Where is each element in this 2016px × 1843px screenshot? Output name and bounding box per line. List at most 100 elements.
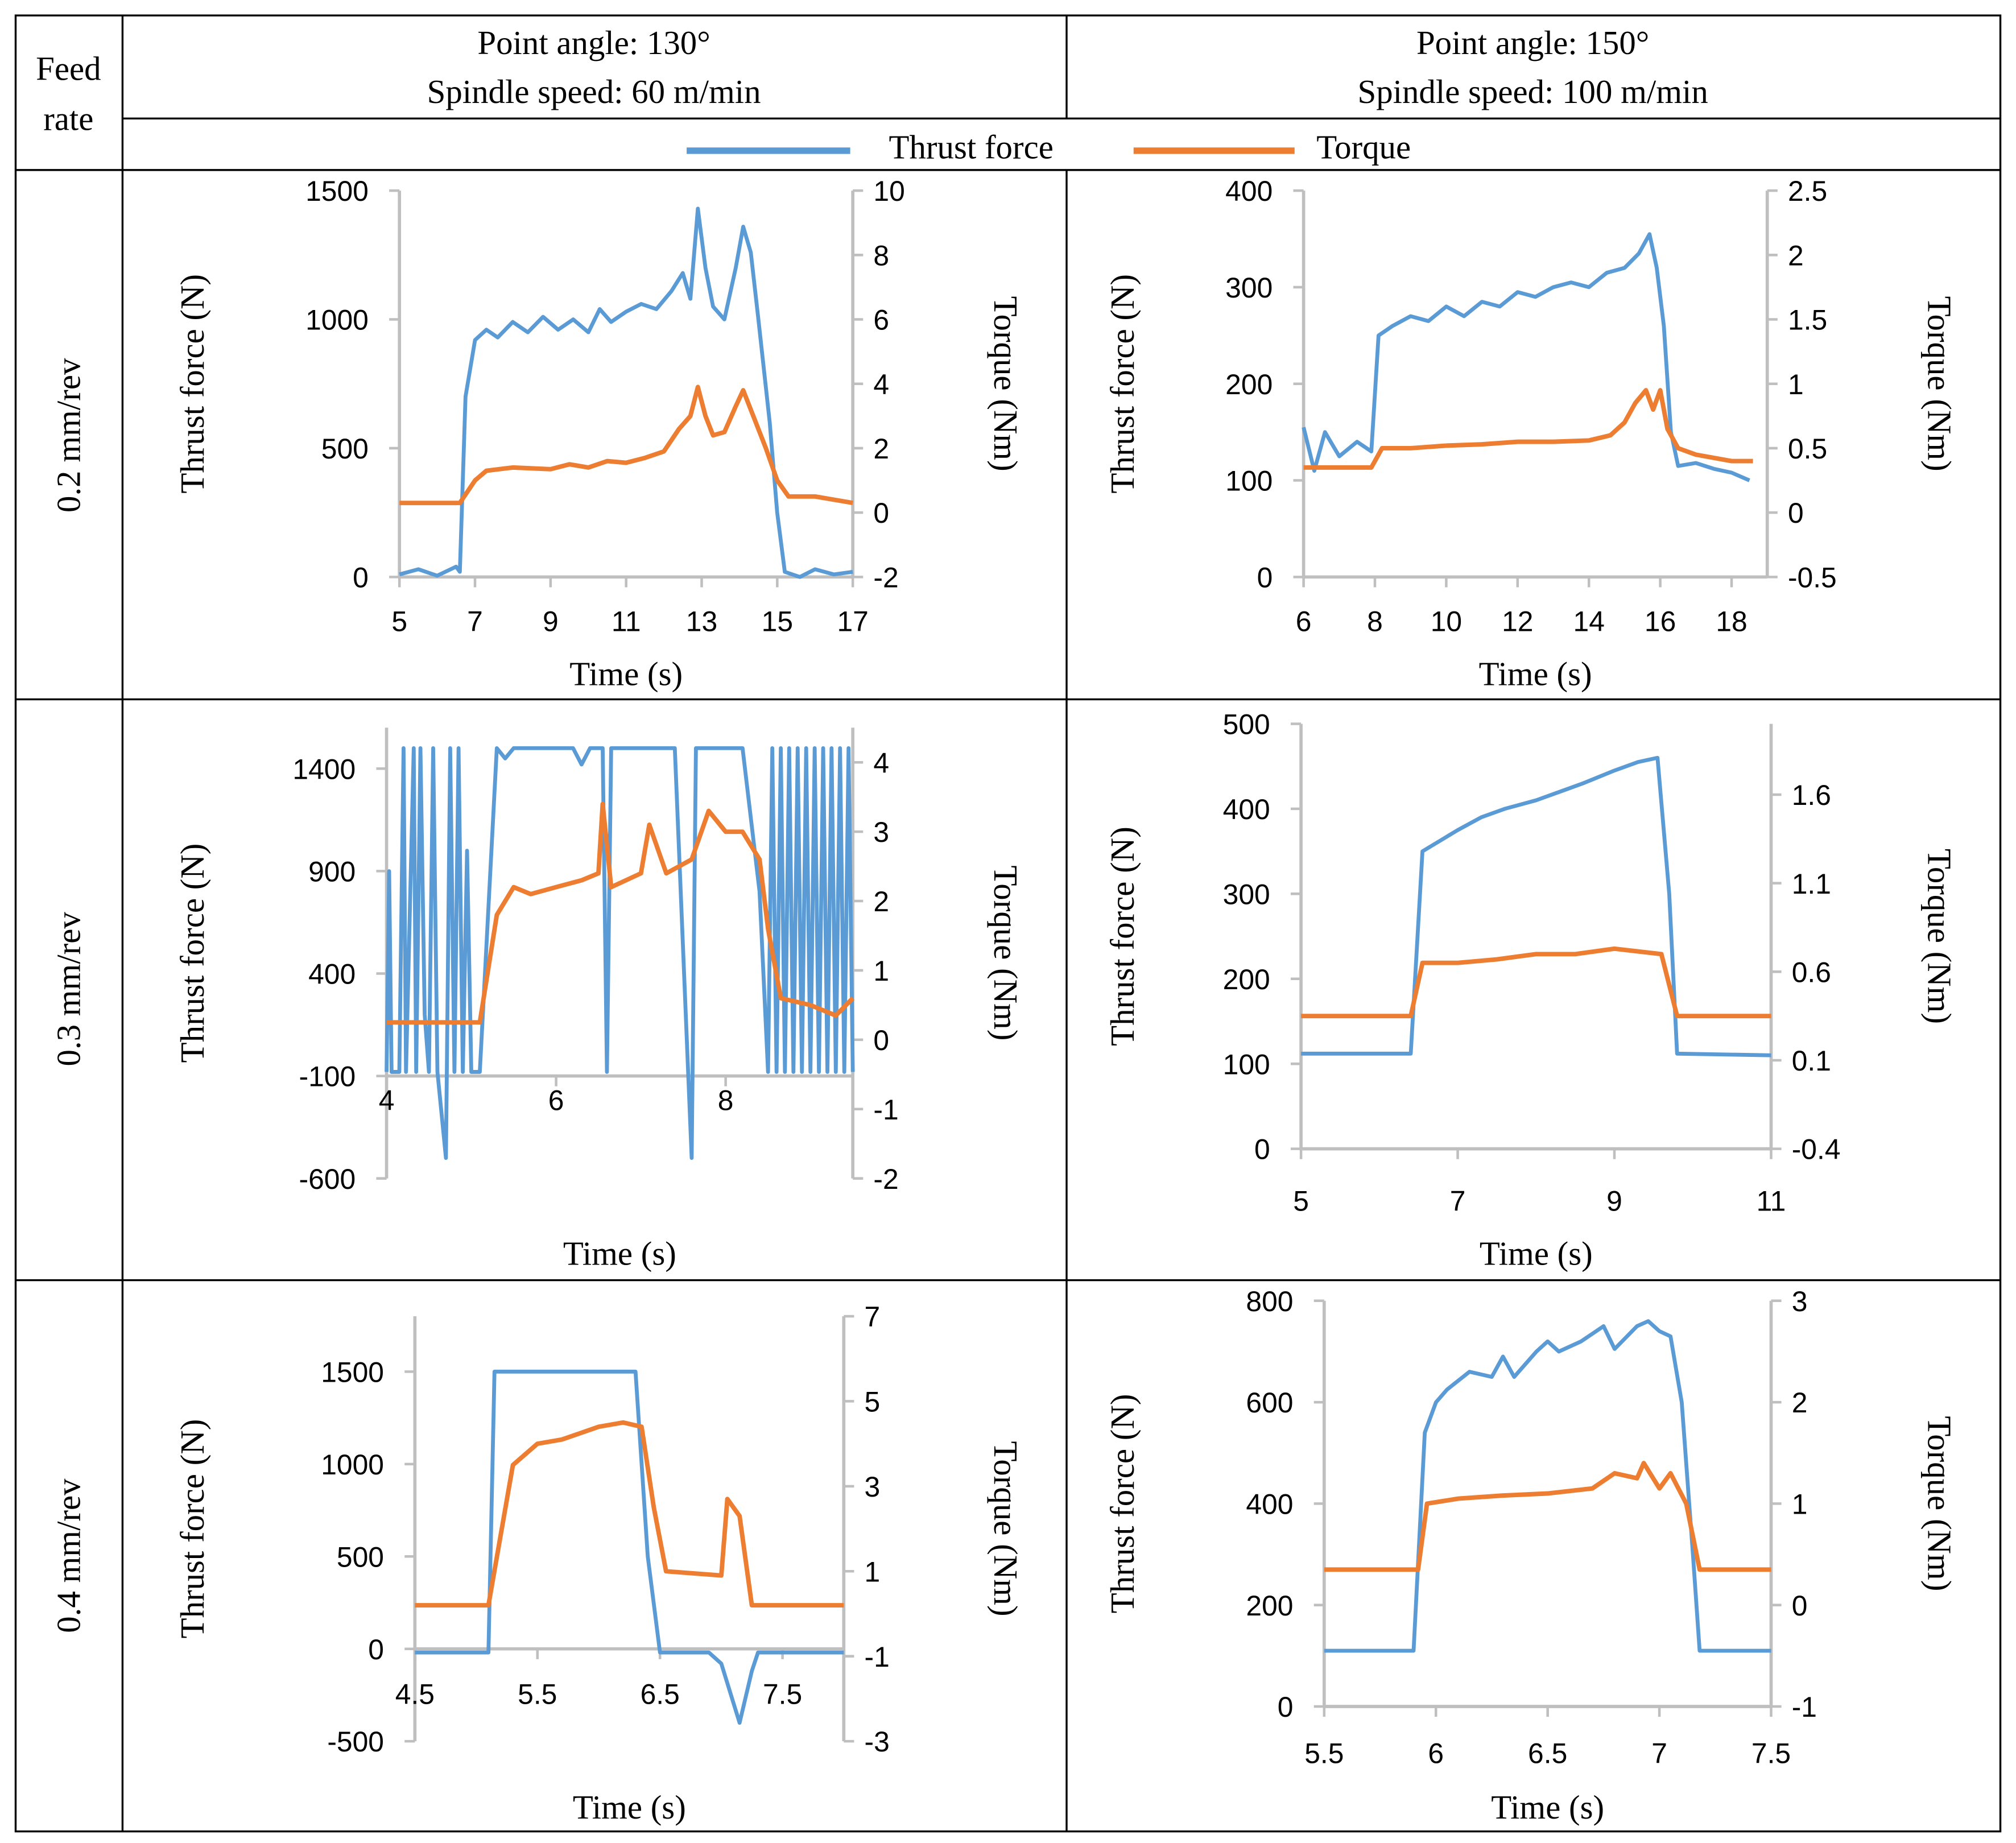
- torque-series-line: [1301, 946, 1771, 1019]
- column-header-150-speed: Spindle speed: 100 m/min: [1357, 73, 1708, 110]
- y-tick-label: 100: [1223, 1048, 1270, 1080]
- legend-thrust-label: Thrust force: [889, 129, 1054, 166]
- y2-tick-label: -1: [1792, 1691, 1817, 1723]
- x-tick-label: 8: [1367, 605, 1383, 637]
- y-tick-label: -500: [327, 1726, 384, 1758]
- thrust-series-line: [385, 746, 855, 1160]
- y-tick-label: 1400: [292, 753, 356, 785]
- y2-axis-title: Torque (Nm): [1921, 296, 1958, 472]
- y-tick-label: 500: [1223, 709, 1270, 741]
- x-tick-label: 18: [1716, 605, 1747, 637]
- x-axis-title: Time (s): [573, 1789, 686, 1826]
- legend-torque-label: Torque: [1316, 129, 1411, 166]
- chart-1: 0 100 200 300 400 -0.5 0 0.5 1 1.5 2 2.5 6 8 10 12 14 16 1…: [1104, 175, 1958, 692]
- y2-tick-label: 2: [873, 886, 889, 918]
- y-tick-label: 100: [1225, 465, 1273, 497]
- y2-tick-label: -0.4: [1792, 1134, 1841, 1166]
- y2-tick-label: 1.5: [1788, 304, 1827, 336]
- y2-tick-label: 5: [865, 1386, 881, 1418]
- y2-tick-label: 2.5: [1788, 175, 1827, 207]
- y-axis-title: Thrust force (N): [174, 274, 211, 494]
- row-label-0.4: 0.4 mm/rev: [51, 1478, 88, 1633]
- y2-tick-label: -2: [873, 561, 898, 593]
- y2-tick-label: 0.5: [1788, 433, 1827, 465]
- x-tick-label: 14: [1573, 605, 1605, 637]
- y-axis-title: Thrust force (N): [1104, 1394, 1141, 1614]
- y-tick-label: 200: [1225, 369, 1273, 400]
- x-tick-label: 5: [1293, 1185, 1309, 1217]
- feed-rate-header-line2: rate: [43, 101, 93, 138]
- x-tick-label: 13: [686, 605, 717, 637]
- y2-tick-label: 0.6: [1792, 956, 1831, 988]
- y2-tick-label: 0: [1792, 1590, 1808, 1622]
- y-tick-label: 300: [1225, 272, 1273, 304]
- y2-tick-label: 2: [1788, 239, 1804, 271]
- x-tick-label: 7: [1450, 1185, 1466, 1217]
- y2-axis-title: Torque (Nm): [987, 296, 1024, 472]
- y-tick-label: 400: [1223, 794, 1270, 825]
- column-header-130-angle: Point angle: 130°: [477, 24, 710, 61]
- feed-rate-header-line1: Feed: [36, 50, 101, 87]
- y-tick-label: 1500: [321, 1357, 384, 1389]
- x-axis-title: Time (s): [1480, 1235, 1593, 1272]
- x-tick-label: 17: [837, 605, 868, 637]
- legend: Thrust force Torque: [687, 129, 1411, 166]
- y2-tick-label: 2: [1792, 1387, 1808, 1419]
- y-tick-label: 400: [1225, 175, 1273, 207]
- y2-axis-title: Torque (Nm): [987, 865, 1024, 1040]
- y-tick-label: -100: [299, 1061, 356, 1093]
- x-tick-label: 9: [1606, 1185, 1622, 1217]
- y2-axis-title: Torque (Nm): [987, 1441, 1024, 1617]
- y2-tick-label: 0.1: [1792, 1045, 1831, 1077]
- y2-tick-label: 3: [1792, 1286, 1808, 1317]
- y-tick-label: 400: [1246, 1489, 1293, 1520]
- chart-0: 0 500 1000 1500 -2 0 2 4 6 8 10 5 7 9 11 13 15 17 Thrust f…: [174, 175, 1024, 692]
- y-axis-title: Thrust force (N): [174, 844, 211, 1063]
- y2-tick-label: 8: [873, 239, 889, 271]
- y2-axis-title: Torque (Nm): [1921, 849, 1958, 1024]
- x-tick-label: 6: [1428, 1738, 1444, 1770]
- y-axis-title: Thrust force (N): [1104, 827, 1141, 1046]
- x-tick-label: 12: [1502, 605, 1533, 637]
- y2-tick-label: 4: [873, 747, 889, 779]
- torque-series-line: [399, 385, 853, 506]
- x-tick-label: 6: [548, 1085, 564, 1117]
- x-tick-label: 11: [1757, 1185, 1786, 1217]
- row-label-0.3: 0.3 mm/rev: [51, 912, 88, 1067]
- y2-tick-label: -0.5: [1788, 561, 1837, 593]
- chart-2: -600 -100 400 900 1400 -2 -1 0 1 2 3 4 4 6 8 Thrust for…: [174, 728, 1024, 1272]
- y-tick-label: 0: [1257, 561, 1273, 593]
- chart-5: 0 200 400 600 800 -1 0 1 2 3 5.5 6 6.5 7 7.5 Thrust for…: [1104, 1286, 1958, 1826]
- x-tick-label: 5.5: [1304, 1738, 1344, 1770]
- x-tick-label: 6.5: [1528, 1738, 1567, 1770]
- y2-tick-label: 2: [873, 433, 889, 465]
- y2-tick-label: 0: [873, 497, 889, 529]
- y-tick-label: 0: [1254, 1134, 1270, 1166]
- y-tick-label: 0: [353, 561, 369, 593]
- y-tick-label: 1500: [305, 175, 369, 207]
- torque-series-line: [1303, 388, 1753, 470]
- x-axis-title: Time (s): [1479, 656, 1592, 693]
- chart-3: 0 100 200 300 400 500 -0.4 0.1 0.6 1.1 1.6 5 7 9 11 Thr…: [1104, 709, 1958, 1272]
- y2-tick-label: 3: [865, 1471, 881, 1503]
- x-tick-label: 7.5: [1751, 1738, 1791, 1770]
- y2-tick-label: 1: [865, 1556, 881, 1588]
- y-tick-label: 200: [1223, 964, 1270, 995]
- y2-tick-label: -1: [865, 1641, 890, 1673]
- y2-tick-label: -3: [865, 1726, 890, 1758]
- x-tick-label: 5: [391, 605, 407, 637]
- y2-tick-label: 3: [873, 816, 889, 848]
- y2-axis-title: Torque (Nm): [1921, 1416, 1958, 1591]
- column-header-130-speed: Spindle speed: 60 m/min: [427, 73, 761, 110]
- y-tick-label: 900: [308, 856, 356, 888]
- y-tick-label: 500: [321, 433, 369, 465]
- x-axis-title: Time (s): [563, 1235, 676, 1272]
- x-tick-label: 15: [762, 605, 793, 637]
- table-grid: [14, 14, 2002, 1833]
- y2-tick-label: 1.1: [1792, 868, 1831, 900]
- x-tick-label: 6: [1296, 605, 1312, 637]
- x-tick-label: 4: [379, 1085, 395, 1117]
- x-axis-title: Time (s): [569, 656, 683, 693]
- column-header-150-angle: Point angle: 150°: [1416, 24, 1649, 61]
